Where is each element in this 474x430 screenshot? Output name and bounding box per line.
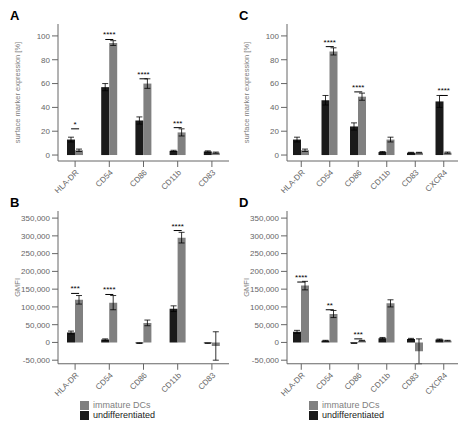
svg-text:***: *** [173,119,182,128]
svg-text:CD86: CD86 [343,370,364,391]
svg-text:300,000: 300,000 [250,232,279,241]
svg-text:CD54: CD54 [94,168,115,189]
svg-text:0: 0 [46,151,51,160]
svg-text:CD11b: CD11b [160,168,184,192]
svg-text:CD86: CD86 [343,168,364,189]
svg-text:CD54: CD54 [314,370,335,391]
svg-text:CD54: CD54 [94,370,115,391]
svg-text:200,000: 200,000 [21,267,50,276]
svg-text:300,000: 300,000 [21,232,50,241]
html-text:D: D [239,195,249,210]
svg-text:HLA-DR: HLA-DR [53,168,81,193]
svg-text:****: **** [352,83,364,92]
svg-text:surface marker expression [%]: surface marker expression [%] [13,42,22,143]
svg-text:80: 80 [41,56,50,65]
svg-text:0: 0 [275,338,280,347]
html-text:C: C [239,8,249,23]
svg-text:CD11b: CD11b [369,168,393,192]
svg-text:-50,000: -50,000 [252,356,280,365]
svg-text:HLA-DR: HLA-DR [279,371,307,399]
svg-text:HLA-DR: HLA-DR [53,371,81,399]
svg-text:0: 0 [275,151,280,160]
svg-text:20: 20 [41,127,50,136]
svg-text:-50,000: -50,000 [23,356,51,365]
svg-text:CD83: CD83 [197,370,218,391]
svg-text:***: *** [354,330,363,339]
svg-text:250,000: 250,000 [21,249,50,258]
svg-text:100,000: 100,000 [21,303,50,312]
html-text:A: A [10,8,20,23]
svg-text:CXCR4: CXCR4 [424,168,450,193]
svg-text:100,000: 100,000 [250,303,279,312]
svg-text:CD83: CD83 [400,168,421,189]
svg-text:80: 80 [270,56,279,65]
svg-text:250,000: 250,000 [250,249,279,258]
svg-text:60: 60 [270,79,279,88]
svg-text:****: **** [103,285,115,294]
svg-text:surface marker expression [%]: surface marker expression [%] [242,42,251,143]
html-text:undifferentiated: undifferentiated [322,409,384,420]
html-text:B: B [10,195,20,210]
svg-text:CD86: CD86 [128,168,149,189]
svg-text:50,000: 50,000 [26,321,51,330]
svg-text:CD86: CD86 [128,370,149,391]
svg-text:HLA-DR: HLA-DR [279,168,307,193]
html-text:immature DCs: immature DCs [93,399,151,410]
svg-text:CD11b: CD11b [369,370,393,394]
svg-text:CXCR4: CXCR4 [424,370,450,396]
svg-text:****: **** [324,38,336,47]
svg-text:CD11b: CD11b [160,370,184,394]
svg-text:60: 60 [41,79,50,88]
svg-text:200,000: 200,000 [250,267,279,276]
html-text:immature DCs: immature DCs [322,399,380,410]
html-text:undifferentiated: undifferentiated [93,409,155,420]
svg-text:*: * [74,120,77,129]
svg-text:CD54: CD54 [314,168,335,189]
svg-text:****: **** [137,70,149,79]
svg-text:0: 0 [46,338,51,347]
svg-text:20: 20 [270,127,279,136]
svg-text:150,000: 150,000 [21,285,50,294]
svg-text:350,000: 350,000 [250,214,279,223]
svg-text:***: *** [70,284,79,293]
svg-text:40: 40 [270,103,279,112]
svg-text:****: **** [438,86,450,95]
svg-text:CD83: CD83 [197,168,218,189]
svg-text:100: 100 [266,32,280,41]
svg-text:150,000: 150,000 [250,285,279,294]
svg-text:****: **** [295,273,307,282]
svg-text:**: ** [327,301,333,310]
svg-text:****: **** [171,222,183,231]
svg-text:40: 40 [41,103,50,112]
svg-text:****: **** [103,30,115,39]
svg-text:50,000: 50,000 [255,321,280,330]
svg-text:CD83: CD83 [400,370,421,391]
svg-text:350,000: 350,000 [21,214,50,223]
svg-text:GMFI: GMFI [13,278,22,297]
svg-text:GMFI: GMFI [242,278,251,297]
svg-text:100: 100 [37,32,51,41]
